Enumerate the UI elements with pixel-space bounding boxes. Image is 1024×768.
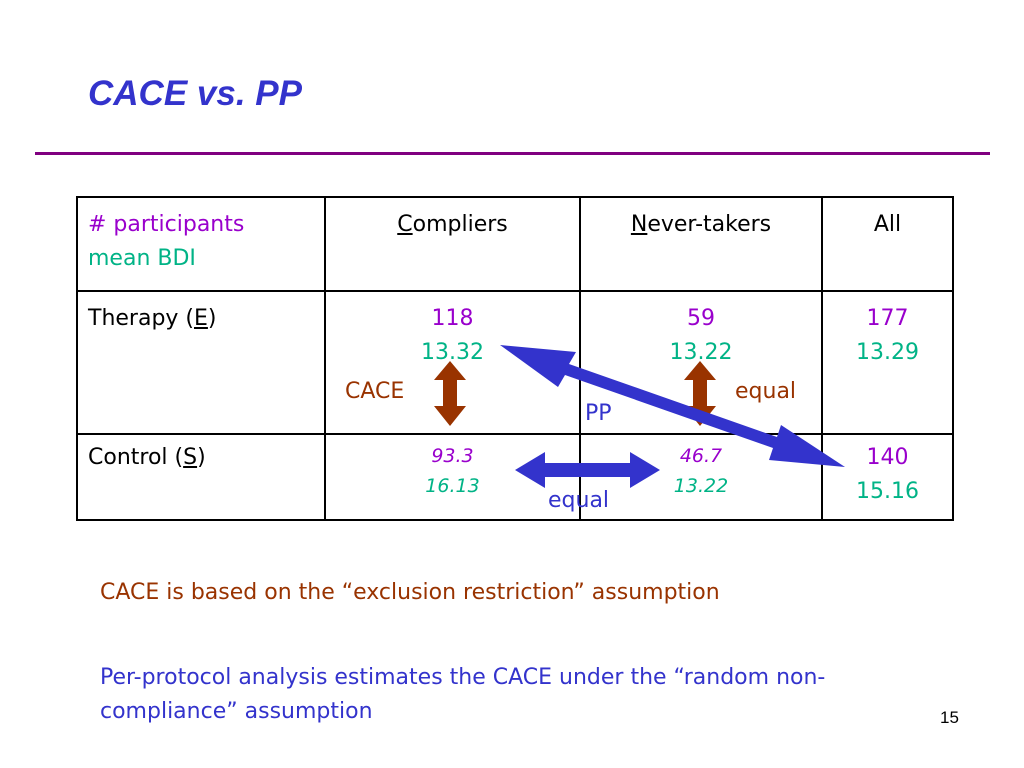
column-header: Compliers — [397, 212, 508, 237]
mean-bdi: 15.16 — [856, 479, 919, 504]
note: CACE is based on the “exclusion restrict… — [100, 580, 720, 605]
slide-title: CACE vs. PP — [88, 74, 302, 113]
annotation: equal — [735, 379, 797, 404]
pp-arrow — [500, 345, 845, 467]
annotation: PP — [585, 401, 612, 426]
row-label: Control ( — [88, 445, 184, 470]
title-rule — [35, 152, 990, 155]
participants: 118 — [431, 306, 474, 331]
page-number: 15 — [940, 708, 959, 727]
annotation: equal — [548, 488, 610, 513]
mean-bdi: 16.13 — [425, 475, 480, 497]
row-label-key: S — [183, 445, 198, 470]
row-label: ) — [207, 306, 217, 331]
participants: 46.7 — [679, 445, 723, 467]
equal-arrow-blue — [515, 452, 660, 488]
column-header: Never-takers — [630, 212, 772, 237]
row-label-key: E — [194, 306, 208, 331]
legend-cell: # participants mean BDI — [76, 196, 326, 292]
legend-participants: # participants — [88, 212, 245, 237]
annotation: CACE — [345, 379, 405, 404]
row-label: ) — [197, 445, 206, 470]
column-header: All — [873, 212, 902, 237]
mean-bdi: 13.22 — [669, 340, 733, 365]
mean-bdi: 13.29 — [856, 340, 919, 365]
participants: 59 — [687, 306, 715, 331]
blue-arrows — [500, 345, 845, 488]
mean-bdi: 13.22 — [673, 475, 729, 497]
row-label: Therapy ( — [88, 306, 195, 331]
participants: 140 — [866, 445, 909, 470]
participants: 93.3 — [431, 445, 474, 467]
participants: 177 — [866, 306, 909, 331]
legend-bdi: mean BDI — [88, 246, 196, 271]
comparison-table: # participants mean BDI Compliers Never-t… — [76, 196, 954, 521]
mean-bdi: 13.32 — [421, 340, 484, 365]
row-header: Therapy (E) — [76, 290, 326, 435]
note: Per-protocol analysis estimates the CACE… — [100, 665, 826, 724]
cace-arrow — [434, 361, 466, 426]
row-header: Control (S) — [76, 433, 326, 521]
